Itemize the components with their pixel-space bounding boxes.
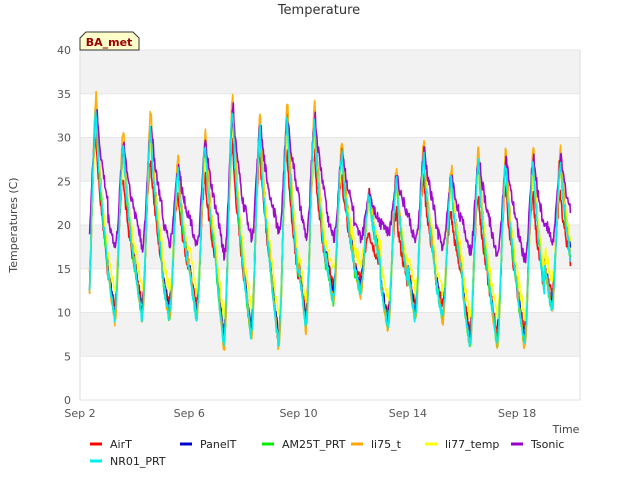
legend-item-li77-temp: li77_temp <box>425 438 499 451</box>
x-tick-labels: Sep 2 Sep 6 Sep 10 Sep 14 Sep 18 <box>64 407 536 420</box>
series-line-nr01-prt <box>88 109 572 347</box>
x-tick-label: Sep 14 <box>389 407 427 420</box>
y-tick-label: 10 <box>57 307 71 320</box>
x-tick-label: Sep 6 <box>174 407 205 420</box>
y-tick-label: 25 <box>57 175 71 188</box>
station-badge-shape <box>79 31 140 51</box>
series-lines <box>88 90 572 351</box>
y-tick-label: 0 <box>64 394 71 407</box>
legend-label: AM25T_PRT <box>282 438 346 451</box>
y-tick-label: 20 <box>57 219 71 232</box>
legend-label: AirT <box>110 438 132 451</box>
y-tick-label: 35 <box>57 88 71 101</box>
x-tick-label: Sep 10 <box>279 407 317 420</box>
legend-item-airt: AirT <box>90 438 132 451</box>
grid-band <box>80 137 580 182</box>
legend-label: Tsonic <box>530 438 564 451</box>
legend: AirT PanelT AM25T_PRT li75_t li77_temp Tsonic… <box>90 438 564 468</box>
y-tick-labels: 0 5 10 15 20 25 30 35 40 <box>57 44 71 407</box>
grid-band <box>80 225 580 269</box>
plot-background-bands <box>80 50 580 400</box>
grid-band <box>80 312 580 357</box>
legend-label: li75_t <box>371 438 402 451</box>
legend-item-tsonic: Tsonic <box>511 438 564 451</box>
legend-label: PanelT <box>200 438 237 451</box>
y-axis-label: Temperatures (C) <box>7 177 20 273</box>
x-axis-label: Time <box>552 423 580 436</box>
x-tick-label: Sep 18 <box>498 407 536 420</box>
series-line-li77-temp <box>88 116 572 322</box>
series-line-tsonic <box>88 102 572 264</box>
grid-band <box>80 93 580 138</box>
legend-item-li75-t: li75_t <box>351 438 402 451</box>
legend-item-panelt: PanelT <box>180 438 237 451</box>
station-badge: BA_met <box>79 31 140 51</box>
legend-label: li77_temp <box>445 438 499 451</box>
y-tick-label: 15 <box>57 263 71 276</box>
grid-band <box>80 50 580 94</box>
station-badge-label: BA_met <box>86 36 133 49</box>
chart-title: Temperature <box>277 3 360 18</box>
legend-label: NR01_PRT <box>110 455 166 468</box>
y-tick-label: 5 <box>64 350 71 363</box>
grid-band <box>80 356 580 400</box>
legend-item-am25t-prt: AM25T_PRT <box>262 438 346 451</box>
legend-item-nr01-prt: NR01_PRT <box>90 455 166 468</box>
y-tick-label: 30 <box>57 132 71 145</box>
x-tick-label: Sep 2 <box>64 407 95 420</box>
y-tick-label: 40 <box>57 44 71 57</box>
